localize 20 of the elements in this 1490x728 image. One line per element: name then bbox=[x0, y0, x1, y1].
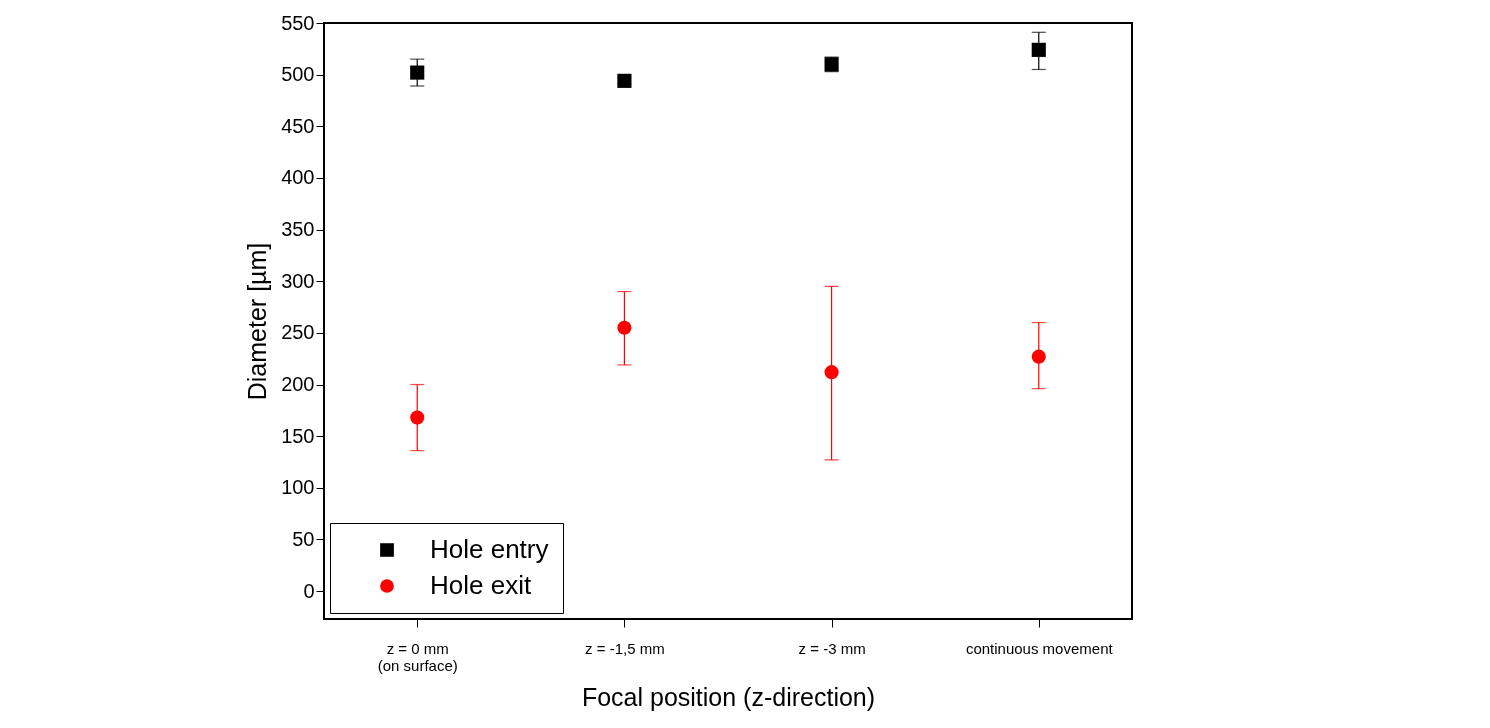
y-tick-label: 500 bbox=[281, 63, 315, 86]
legend-label: Hole entry bbox=[430, 534, 549, 564]
y-tick-label: 450 bbox=[281, 114, 315, 137]
x-axis-title: Focal position (z-direction) bbox=[581, 682, 876, 711]
y-tick-label: 550 bbox=[281, 11, 315, 34]
y-tick-label: 50 bbox=[292, 527, 315, 550]
x-tick-label: z = 0 mm (on surface) bbox=[377, 639, 458, 674]
x-tick-label: z = -3 mm bbox=[798, 639, 866, 657]
y-axis-title: Diameter [µm] bbox=[243, 242, 272, 401]
x-tick-label: z = -1,5 mm bbox=[585, 639, 665, 657]
y-tick-label: 250 bbox=[281, 321, 315, 344]
legend-label: Hole exit bbox=[430, 570, 532, 600]
y-tick-label: 0 bbox=[303, 579, 315, 602]
y-tick-label: 350 bbox=[281, 218, 315, 241]
y-tick-label: 100 bbox=[281, 476, 315, 499]
y-tick-label: 200 bbox=[281, 373, 315, 396]
y-tick-label: 150 bbox=[281, 424, 315, 447]
y-tick-label: 300 bbox=[281, 269, 315, 292]
x-tick-label: continuous movement bbox=[965, 639, 1114, 657]
y-tick-label: 400 bbox=[281, 166, 315, 189]
